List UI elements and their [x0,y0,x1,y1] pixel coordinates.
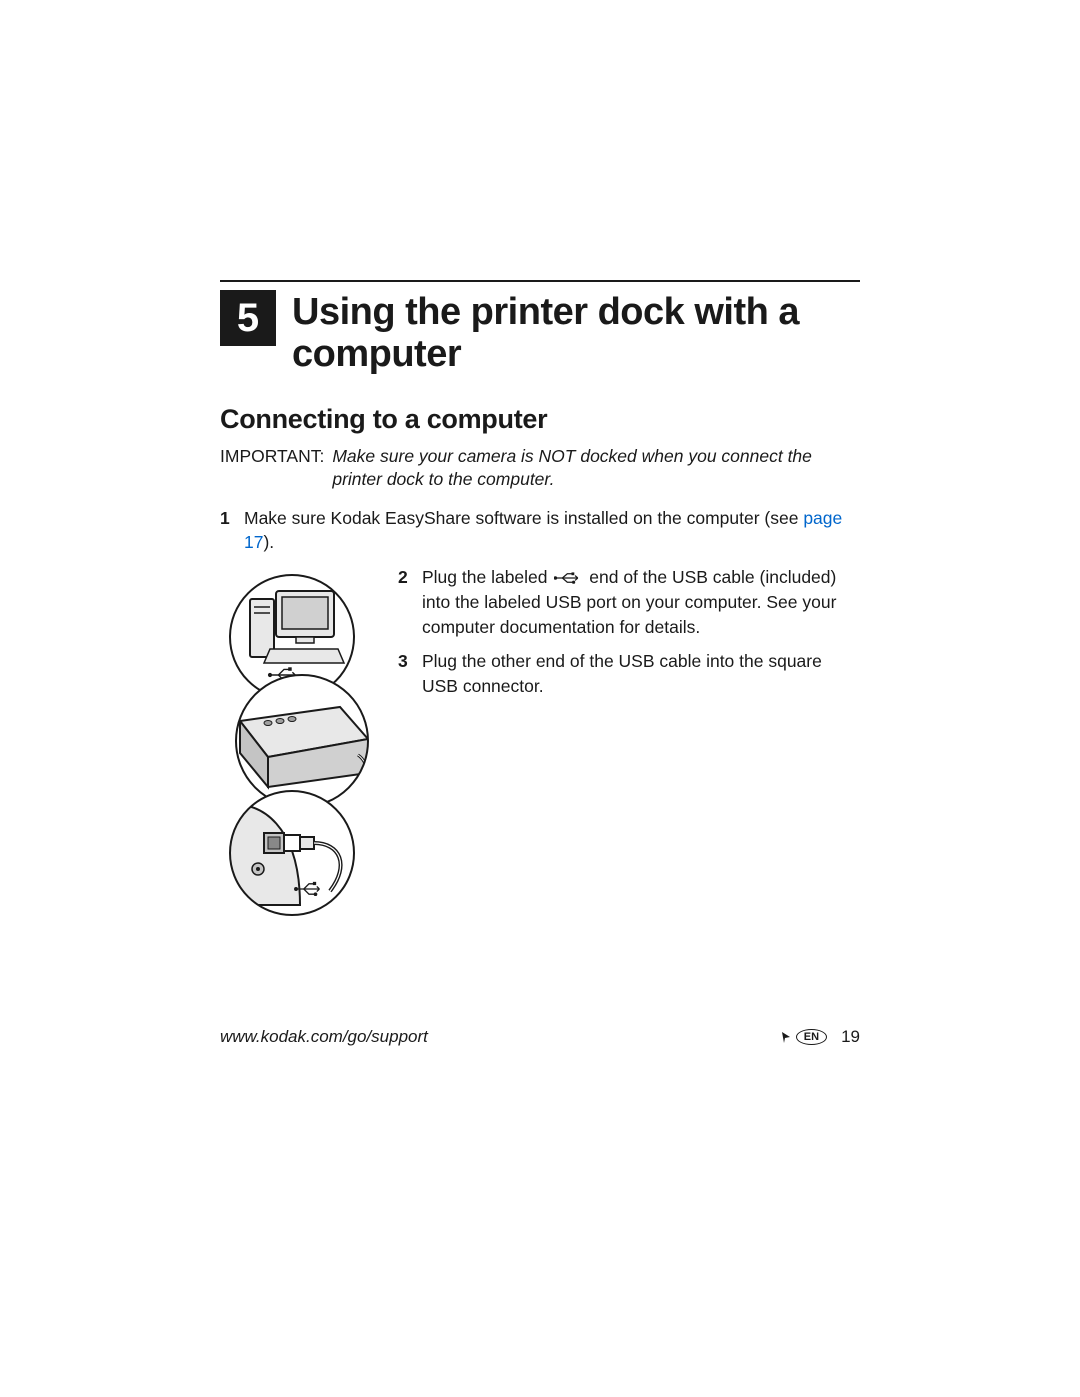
chapter-heading: 5 Using the printer dock with a computer [220,290,860,376]
top-rule [220,280,860,282]
step-2-before: Plug the labeled [422,567,552,587]
language-badge: EN [780,1029,827,1045]
step-text: Plug the other end of the USB cable into… [422,649,860,698]
important-label: IMPORTANT: [220,445,324,492]
step-2: 2 Plug the labeled end of the USB cable … [398,565,860,640]
support-url: www.kodak.com/go/support [220,1027,428,1047]
steps-2-3-column: 2 Plug the labeled end of the USB cable … [398,565,860,930]
globe-pointer-icon [780,1030,792,1044]
illustration-and-steps: 2 Plug the labeled end of the USB cable … [220,565,860,930]
usb-icon [554,566,582,591]
illustration-svg [220,565,380,925]
important-notice: IMPORTANT: Make sure your camera is NOT … [220,445,860,492]
chapter-number-badge: 5 [220,290,276,346]
page-number: 19 [841,1027,860,1047]
step-text: Plug the labeled end of the USB cable (i… [422,565,860,640]
step-number: 1 [220,506,234,555]
important-text: Make sure your camera is NOT docked when… [332,445,860,492]
page-footer: www.kodak.com/go/support EN 19 [220,1027,860,1047]
step-1-before: Make sure Kodak EasyShare software is in… [244,508,803,528]
footer-right: EN 19 [780,1027,860,1047]
chapter-title: Using the printer dock with a computer [292,292,860,376]
language-code: EN [796,1029,827,1045]
manual-page: 5 Using the printer dock with a computer… [0,0,1080,1397]
step-3: 3 Plug the other end of the USB cable in… [398,649,860,698]
step-1: 1 Make sure Kodak EasyShare software is … [220,506,860,555]
section-title: Connecting to a computer [220,404,860,435]
step-text: Make sure Kodak EasyShare software is in… [244,506,860,555]
connection-illustration [220,565,380,930]
step-number: 3 [398,649,412,698]
step-number: 2 [398,565,412,640]
step-1-after: ). [263,532,274,552]
